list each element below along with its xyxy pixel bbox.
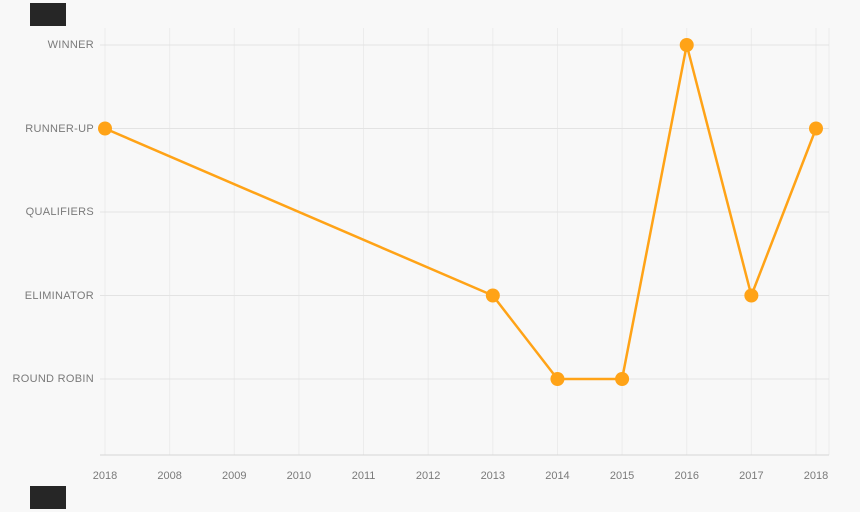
x-tick-label: 2014 [545, 470, 570, 482]
data-point-marker [98, 121, 112, 136]
x-tick-label: 2018 [803, 470, 829, 482]
data-point-marker [550, 372, 565, 386]
data-point-marker [744, 288, 759, 303]
x-tick-label: 2012 [415, 470, 441, 482]
y-tick-label: ELIMINATOR [24, 289, 94, 302]
y-tick-label: WINNER [47, 39, 94, 51]
x-tick-label: 2009 [222, 470, 247, 482]
y-tick-label: RUNNER-UP [25, 122, 94, 135]
x-tick-label: 2013 [480, 470, 506, 482]
data-point-marker [679, 38, 694, 52]
y-tick-label: QUALIFIERS [25, 206, 94, 218]
x-tick-label: 2015 [609, 470, 635, 482]
x-tick-label: 2008 [157, 470, 182, 482]
x-tick-label: 2011 [351, 470, 376, 482]
x-tick-label: 2016 [674, 470, 699, 482]
data-point-marker [809, 121, 823, 136]
screenshot-artifact-top [30, 3, 66, 26]
x-tick-label: 2018 [92, 470, 118, 482]
y-tick-label: ROUND ROBIN [12, 373, 94, 385]
x-tick-label: 2017 [739, 470, 764, 482]
data-point-marker [485, 288, 500, 303]
screenshot-artifact-bottom [30, 486, 66, 509]
data-point-marker [615, 372, 630, 386]
x-tick-label: 2010 [286, 470, 312, 482]
